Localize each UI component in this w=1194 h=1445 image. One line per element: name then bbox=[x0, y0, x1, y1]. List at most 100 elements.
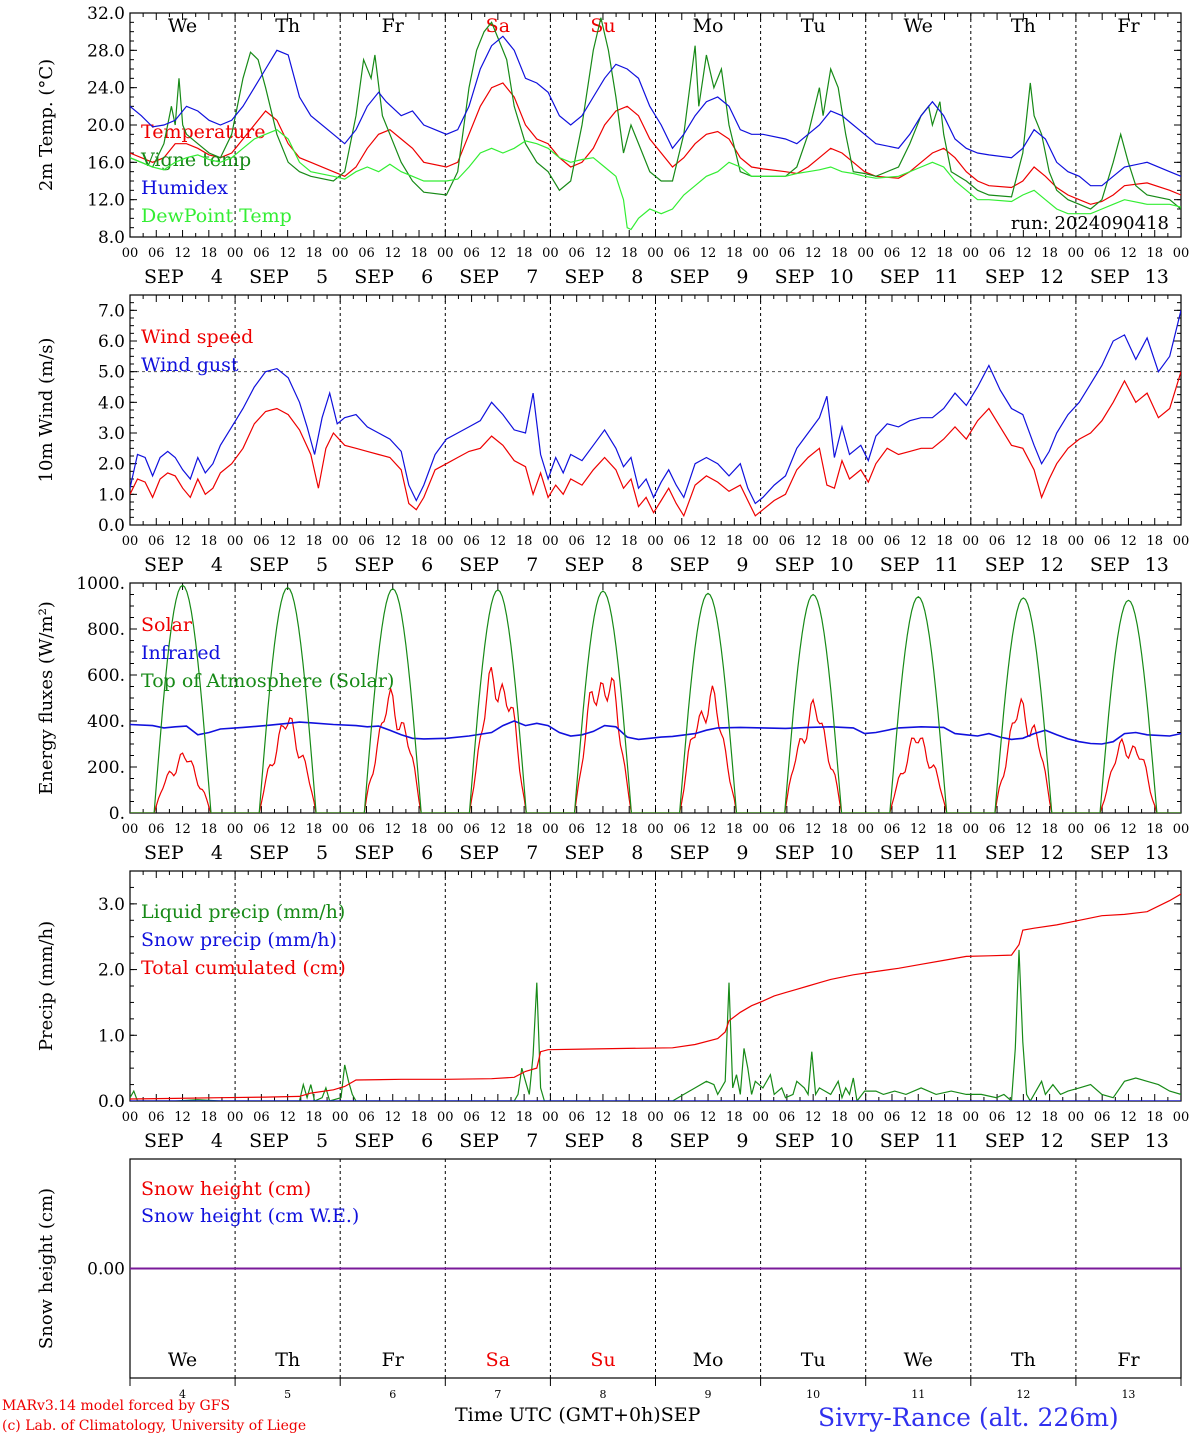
date-label: 4 bbox=[211, 842, 223, 864]
month-label: SEP bbox=[1090, 266, 1130, 288]
time-label: Time UTC (GMT+0h) bbox=[455, 1404, 661, 1426]
month-label: SEP bbox=[564, 842, 604, 864]
panel-4: 0.0 1.0 2.0 3.0 Precip (mm/h) 00 06 12 18 SEP 4 00 0… bbox=[36, 870, 1189, 1152]
hour-label: 18 bbox=[1146, 534, 1163, 549]
date-label: 8 bbox=[631, 266, 643, 288]
y-axis-label: 10m Wind (m/s) bbox=[36, 338, 57, 483]
hour-label: 00 bbox=[647, 822, 664, 837]
date-label: 12 bbox=[1040, 554, 1064, 576]
hour-label: 06 bbox=[358, 534, 375, 549]
month-label: SEP bbox=[880, 554, 920, 576]
legend-entry: Solar bbox=[141, 614, 193, 636]
hour-label: 06 bbox=[779, 246, 796, 261]
hour-label: 06 bbox=[1094, 1110, 1111, 1125]
hour-label: 00 bbox=[752, 534, 769, 549]
month-label: SEP bbox=[564, 1130, 604, 1152]
month-label: SEP bbox=[1090, 1130, 1130, 1152]
hour-label: 00 bbox=[1068, 534, 1085, 549]
hour-label: 06 bbox=[1094, 246, 1111, 261]
y-axis-label: Precip (mm/h) bbox=[36, 921, 57, 1051]
hour-label: 00 bbox=[437, 246, 454, 261]
hour-label: 18 bbox=[831, 534, 848, 549]
series-line-humidex bbox=[130, 35, 1181, 187]
y-tick-label: 12.0 bbox=[87, 191, 125, 211]
legend-entry: Wind gust bbox=[141, 354, 239, 376]
hour-label: 12 bbox=[384, 1110, 401, 1125]
hour-label: 00 bbox=[542, 1110, 559, 1125]
date-label: 7 bbox=[526, 554, 538, 576]
hour-label: 06 bbox=[358, 822, 375, 837]
legend-entry: Top of Atmosphere (Solar) bbox=[141, 670, 394, 692]
month-label: SEP bbox=[775, 266, 815, 288]
legend-entry: Snow height (cm) bbox=[141, 1178, 311, 1200]
y-tick-label: 28.0 bbox=[87, 41, 125, 61]
month-label: SEP bbox=[880, 842, 920, 864]
plot-frame bbox=[129, 12, 1182, 238]
month-label: SEP bbox=[144, 266, 184, 288]
hour-label: 06 bbox=[989, 246, 1006, 261]
date-label: 6 bbox=[421, 842, 433, 864]
month-label: SEP bbox=[459, 1130, 499, 1152]
hour-label: 00 bbox=[752, 822, 769, 837]
hour-label: 18 bbox=[621, 822, 638, 837]
date-label: 9 bbox=[705, 1388, 712, 1401]
hour-label: 06 bbox=[674, 534, 691, 549]
hour-label: 18 bbox=[726, 822, 743, 837]
month-label: SEP bbox=[249, 554, 289, 576]
hour-label: 12 bbox=[700, 246, 717, 261]
weekday-label: We bbox=[904, 1349, 933, 1371]
hour-label: 06 bbox=[1094, 822, 1111, 837]
y-axis-label: 2m Temp. (°C) bbox=[36, 59, 57, 191]
month-label: SEP bbox=[660, 1404, 701, 1426]
hour-label: 06 bbox=[884, 246, 901, 261]
hour-label: 18 bbox=[831, 1110, 848, 1125]
y-tick-label: 0.0 bbox=[98, 516, 125, 536]
hour-label: 18 bbox=[831, 246, 848, 261]
date-label: 4 bbox=[211, 554, 223, 576]
month-label: SEP bbox=[459, 842, 499, 864]
hour-label: 12 bbox=[910, 534, 927, 549]
month-label: SEP bbox=[775, 554, 815, 576]
y-tick-label: 1.0 bbox=[98, 1026, 125, 1046]
hour-label: 12 bbox=[174, 534, 191, 549]
hour-label: 12 bbox=[1120, 1110, 1137, 1125]
hour-label: 18 bbox=[1146, 246, 1163, 261]
hour-label: 18 bbox=[306, 534, 323, 549]
month-label: SEP bbox=[144, 554, 184, 576]
hour-label: 00 bbox=[647, 1110, 664, 1125]
hour-label: 06 bbox=[674, 822, 691, 837]
hour-label: 12 bbox=[174, 822, 191, 837]
hour-label: 18 bbox=[1146, 822, 1163, 837]
hour-label: 18 bbox=[726, 1110, 743, 1125]
hour-label: 06 bbox=[253, 1110, 270, 1125]
hour-label: 00 bbox=[1068, 822, 1085, 837]
hour-label: 06 bbox=[568, 822, 585, 837]
hour-label: 18 bbox=[726, 534, 743, 549]
hour-label: 18 bbox=[726, 246, 743, 261]
hour-label: 18 bbox=[831, 822, 848, 837]
month-label: SEP bbox=[670, 1130, 710, 1152]
date-label: 9 bbox=[736, 266, 748, 288]
hour-label: 06 bbox=[148, 1110, 165, 1125]
date-label: 12 bbox=[1040, 842, 1064, 864]
hour-label: 06 bbox=[463, 1110, 480, 1125]
date-label: 11 bbox=[911, 1388, 925, 1401]
panel-2: 0.0 1.0 2.0 3.0 4.0 5.0 6.0 7.0 10m Wind (m/s) 00… bbox=[36, 294, 1189, 576]
date-label: 10 bbox=[829, 842, 853, 864]
hour-label: 12 bbox=[805, 534, 822, 549]
weekday-label: Th bbox=[275, 1349, 300, 1371]
hour-label: 18 bbox=[1041, 1110, 1058, 1125]
hour-label: 18 bbox=[621, 534, 638, 549]
date-label: 10 bbox=[829, 266, 853, 288]
series-line-vigne-temp bbox=[130, 17, 1181, 210]
date-label: 6 bbox=[421, 1130, 433, 1152]
date-label: 6 bbox=[389, 1388, 396, 1401]
month-label: SEP bbox=[249, 842, 289, 864]
hour-label: 00 bbox=[227, 822, 244, 837]
date-label: 4 bbox=[211, 1130, 223, 1152]
month-label: SEP bbox=[459, 554, 499, 576]
hour-label: 12 bbox=[595, 1110, 612, 1125]
hour-label: 00 bbox=[542, 246, 559, 261]
date-label: 5 bbox=[284, 1388, 291, 1401]
y-tick-label: 2.0 bbox=[98, 455, 125, 475]
